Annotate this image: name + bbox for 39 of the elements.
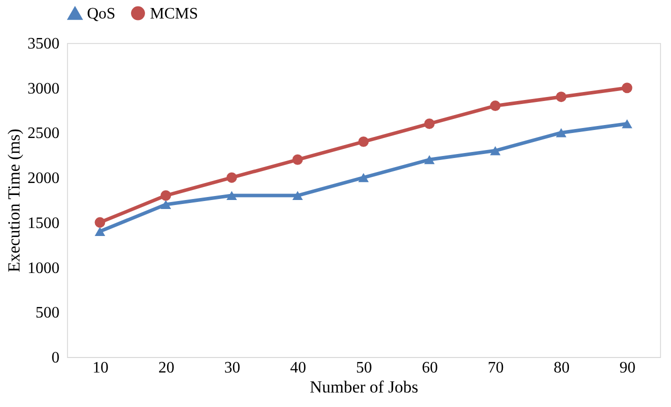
point — [622, 82, 632, 94]
y-tick-label: 3000 — [28, 80, 60, 98]
x-tick-label: 80 — [554, 360, 570, 376]
point — [94, 226, 106, 236]
y-tick-label: 500 — [36, 304, 60, 322]
x-tick-label: 70 — [488, 360, 504, 376]
y-tick-label: 2500 — [28, 125, 60, 142]
y-tick-label: 3500 — [28, 36, 60, 52]
point — [424, 118, 435, 129]
point — [292, 154, 303, 165]
point — [556, 128, 566, 138]
point — [490, 146, 501, 156]
y-tick-label: 1000 — [28, 260, 60, 277]
x-tick-label: 60 — [422, 360, 438, 376]
y-tick-label: 0 — [52, 350, 60, 366]
point — [94, 217, 106, 228]
x-tick-label: 40 — [290, 360, 306, 376]
point — [556, 92, 566, 102]
point — [160, 190, 172, 201]
point — [622, 119, 632, 128]
point — [358, 173, 369, 182]
y-tick-label: 1500 — [28, 214, 60, 232]
y-tick-label: 2000 — [28, 170, 60, 188]
point — [226, 190, 237, 200]
point — [358, 136, 369, 147]
point — [226, 172, 237, 183]
legend-label: MCMS — [150, 5, 198, 22]
x-tick-label: 20 — [158, 360, 174, 376]
x-axis-title: Number of Jobs — [310, 378, 418, 396]
x-tick-label: 30 — [224, 360, 240, 376]
x-tick-label: 90 — [620, 360, 636, 376]
point — [424, 155, 435, 164]
x-tick-label: 10 — [92, 360, 108, 376]
legend-label: QoS — [87, 6, 116, 23]
point — [490, 100, 501, 112]
y-axis-title: Execution Time (ms) — [4, 128, 24, 272]
x-tick-label: 50 — [356, 360, 372, 376]
point — [292, 190, 303, 200]
point — [160, 200, 172, 210]
